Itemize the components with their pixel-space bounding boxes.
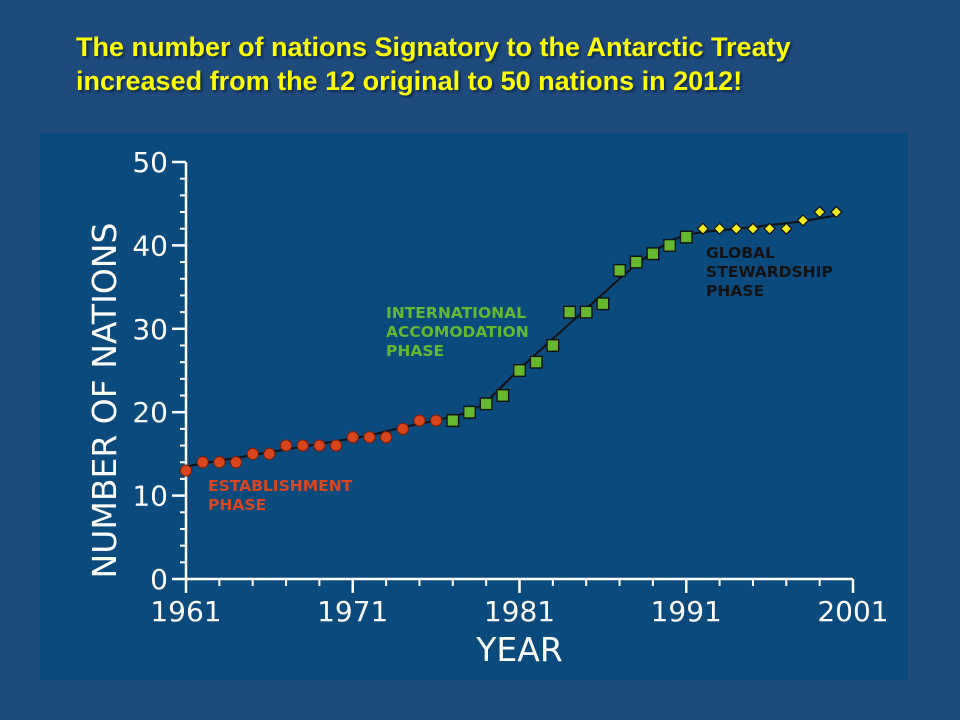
y-tick-label: 20 xyxy=(132,396,168,429)
stewardship-point xyxy=(763,222,776,235)
establishment-point xyxy=(313,439,326,452)
establishment-point xyxy=(346,431,359,444)
x-tick-label: 1961 xyxy=(150,595,221,628)
accommodation-point xyxy=(596,297,610,311)
accommodation-point xyxy=(446,414,460,428)
establishment-point xyxy=(196,456,209,469)
stewardship-point xyxy=(780,222,793,235)
headline-line-1: The number of nations Signatory to the A… xyxy=(76,32,791,62)
accommodation-point xyxy=(579,305,593,319)
establishment-point xyxy=(413,414,426,427)
accommodation-point xyxy=(546,338,560,352)
establishment-point xyxy=(396,422,409,435)
establishment-phase-label: PHASE xyxy=(208,496,266,514)
establishment-point xyxy=(380,431,393,444)
accommodation-point xyxy=(629,255,643,269)
establishment-point xyxy=(213,456,226,469)
y-axis-title: NUMBER OF NATIONS xyxy=(85,223,124,579)
accommodation-point xyxy=(529,355,543,369)
establishment-phase-label: ESTABLISHMENT xyxy=(208,477,353,495)
accommodation-point xyxy=(679,230,693,244)
y-tick-label: 0 xyxy=(150,563,168,596)
establishment-point xyxy=(263,447,276,460)
accommodation-point xyxy=(479,397,493,411)
stewardship-point xyxy=(813,205,826,219)
y-tick-label: 40 xyxy=(132,229,168,262)
stewardship-point xyxy=(696,222,710,235)
accommodation-point xyxy=(646,247,660,261)
establishment-point xyxy=(296,439,309,452)
stewardship-phase-label: STEWARDSHIP xyxy=(706,263,833,281)
accommodation-point xyxy=(462,405,476,419)
accommodation-phase-label: ACCOMODATION xyxy=(386,323,529,341)
x-tick-label: 1971 xyxy=(317,595,388,628)
accommodation-point xyxy=(513,363,527,377)
nations-chart: 0 10 20 30 40 50 1961 1971 1981 1991 2001 YEAR NUMBE… xyxy=(40,133,908,680)
stewardship-point xyxy=(713,222,726,235)
data-marks xyxy=(179,205,843,477)
stewardship-phase-label: PHASE xyxy=(706,282,764,300)
x-tick-label: 1991 xyxy=(651,595,722,628)
accommodation-point xyxy=(563,305,577,319)
stewardship-point xyxy=(796,214,810,227)
stewardship-phase-label: GLOBAL xyxy=(706,244,775,262)
establishment-point xyxy=(430,414,443,427)
chart-axes: 0 10 20 30 40 50 1961 1971 1981 1991 2001 YEAR NUMBE… xyxy=(85,146,889,669)
x-axis-title: YEAR xyxy=(475,630,563,669)
accommodation-point xyxy=(663,238,677,252)
stewardship-point xyxy=(730,222,743,235)
chart-labels: ESTABLISHMENTPHASEINTERNATIONALACCOMODAT… xyxy=(208,244,833,514)
establishment-point xyxy=(329,439,343,452)
stewardship-point xyxy=(830,205,843,219)
y-tick-label: 50 xyxy=(132,146,168,179)
x-tick-label: 2001 xyxy=(817,595,888,628)
establishment-point xyxy=(179,464,193,477)
establishment-point xyxy=(279,439,293,452)
accommodation-point xyxy=(613,263,627,277)
accommodation-phase-label: PHASE xyxy=(386,342,444,360)
stewardship-point xyxy=(746,222,760,235)
establishment-point xyxy=(363,431,376,444)
headline-line-2: increased from the 12 original to 50 nat… xyxy=(76,66,743,96)
y-tick-label: 30 xyxy=(132,313,168,346)
accommodation-point xyxy=(496,389,510,403)
x-tick-label: 1981 xyxy=(484,595,555,628)
establishment-point xyxy=(229,456,243,469)
y-tick-label: 10 xyxy=(132,480,168,513)
accommodation-phase-label: INTERNATIONAL xyxy=(386,304,526,322)
establishment-point xyxy=(246,447,259,460)
slide-headline: The number of nations Signatory to the A… xyxy=(76,30,946,98)
